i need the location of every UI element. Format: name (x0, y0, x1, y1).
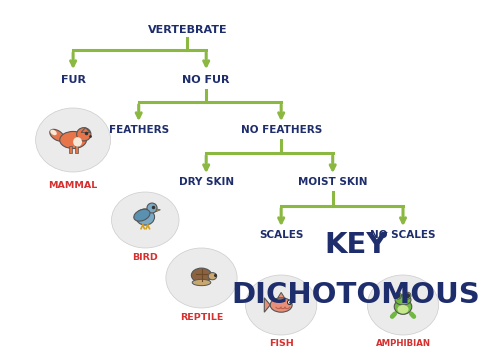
Text: NO FUR: NO FUR (182, 75, 230, 85)
Ellipse shape (134, 209, 150, 221)
FancyArrowPatch shape (392, 314, 394, 316)
Text: REPTILE: REPTILE (180, 314, 223, 323)
Ellipse shape (50, 130, 57, 135)
Text: MOIST SKIN: MOIST SKIN (298, 177, 368, 187)
Text: FEATHERS: FEATHERS (108, 125, 169, 135)
Text: DRY SKIN: DRY SKIN (178, 177, 234, 187)
Ellipse shape (270, 298, 292, 312)
Bar (68, 146, 72, 153)
Ellipse shape (368, 275, 438, 335)
Circle shape (395, 292, 402, 299)
Ellipse shape (208, 273, 216, 280)
Polygon shape (156, 209, 160, 212)
Polygon shape (278, 292, 284, 298)
Text: VERTEBRATE: VERTEBRATE (148, 25, 228, 35)
Ellipse shape (395, 295, 411, 305)
Ellipse shape (136, 209, 154, 225)
Ellipse shape (192, 279, 211, 285)
Ellipse shape (147, 203, 157, 213)
Ellipse shape (36, 108, 111, 172)
Text: BIRD: BIRD (132, 253, 158, 262)
Bar (75, 146, 78, 153)
Ellipse shape (398, 305, 408, 314)
Ellipse shape (192, 268, 212, 283)
Ellipse shape (112, 192, 179, 248)
Text: NO FEATHERS: NO FEATHERS (240, 125, 322, 135)
Text: MAMMAL: MAMMAL (48, 180, 98, 189)
Text: FISH: FISH (269, 339, 293, 348)
Ellipse shape (60, 131, 86, 149)
Text: KEY: KEY (324, 231, 388, 259)
FancyArrowPatch shape (412, 314, 414, 316)
Text: NO SCALES: NO SCALES (370, 230, 436, 240)
Text: SCALES: SCALES (259, 230, 304, 240)
Ellipse shape (394, 299, 412, 314)
Ellipse shape (76, 128, 91, 141)
Circle shape (404, 292, 411, 299)
Circle shape (406, 294, 409, 297)
Polygon shape (264, 298, 270, 312)
Ellipse shape (50, 129, 64, 141)
Ellipse shape (73, 137, 82, 147)
Circle shape (396, 294, 400, 297)
Circle shape (288, 300, 292, 305)
Ellipse shape (166, 248, 237, 308)
Text: FUR: FUR (60, 75, 86, 85)
Text: AMPHIBIAN: AMPHIBIAN (376, 339, 430, 348)
Ellipse shape (246, 275, 317, 335)
Text: DICHOTOMOUS: DICHOTOMOUS (232, 281, 480, 309)
Polygon shape (81, 128, 90, 132)
